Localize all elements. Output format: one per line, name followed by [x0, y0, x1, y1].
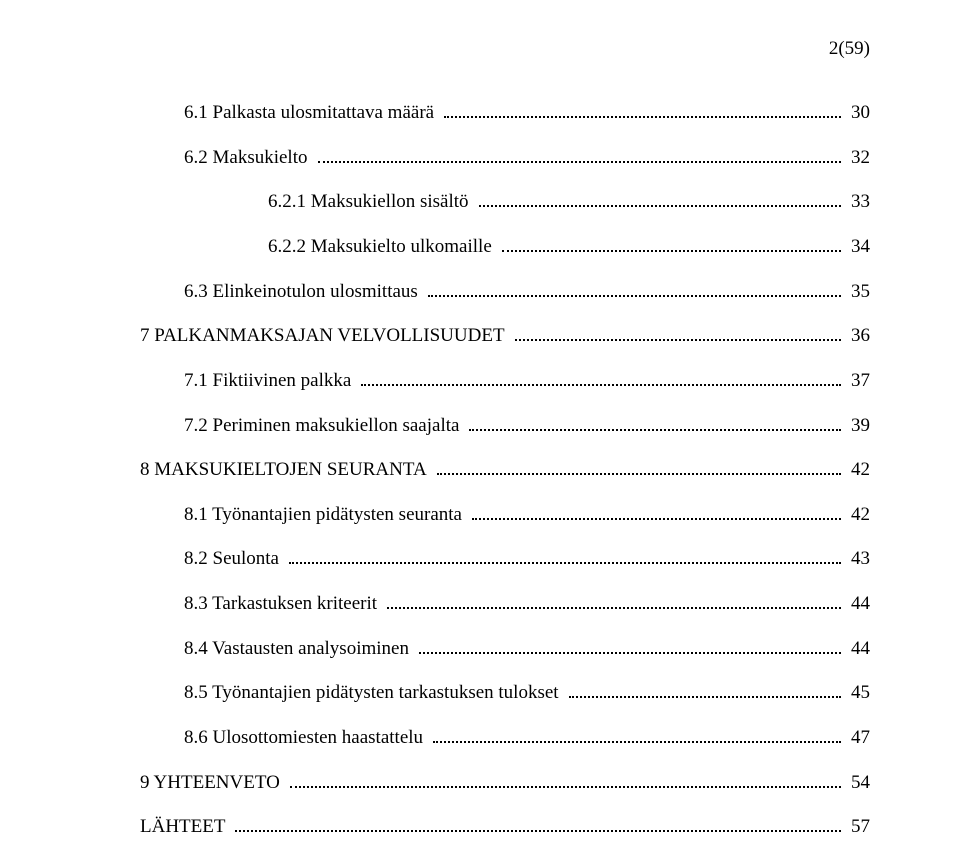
toc-leader: [318, 145, 842, 163]
toc-label: LÄHTEET: [140, 814, 231, 841]
table-of-contents: 6.1 Palkasta ulosmitattava määrä 30 6.2 Ma…: [140, 100, 870, 841]
toc-label: 6.2 Maksukielto: [184, 145, 314, 172]
toc-row: 7.2 Periminen maksukiellon saajalta 39: [140, 412, 870, 439]
toc-label: 8 MAKSUKIELTOJEN SEURANTA: [140, 457, 433, 484]
toc-leader: [387, 591, 841, 609]
toc-leader: [469, 412, 841, 430]
toc-row: 8.4 Vastausten analysoiminen 44: [140, 636, 870, 663]
toc-label: 9 YHTEENVETO: [140, 770, 286, 797]
toc-leader: [433, 725, 841, 743]
toc-page: 36: [845, 323, 870, 350]
toc-row: 6.1 Palkasta ulosmitattava määrä 30: [140, 100, 870, 127]
toc-page: 54: [845, 770, 870, 797]
toc-page: 43: [845, 546, 870, 573]
toc-leader: [419, 636, 841, 654]
toc-row: 8 MAKSUKIELTOJEN SEURANTA 42: [140, 457, 870, 484]
toc-leader: [290, 770, 841, 788]
toc-row: 6.2.1 Maksukiellon sisältö 33: [140, 189, 870, 216]
page-marker: 2(59): [829, 38, 870, 60]
toc-page: 39: [845, 413, 870, 440]
toc-leader: [569, 680, 841, 698]
toc-row: LÄHTEET 57: [140, 814, 870, 841]
toc-label: 6.1 Palkasta ulosmitattava määrä: [184, 100, 440, 127]
toc-label: 7.1 Fiktiivinen palkka: [184, 368, 357, 395]
toc-leader: [289, 546, 841, 564]
toc-label: 8.1 Työnantajien pidätysten seuranta: [184, 502, 468, 529]
toc-label: 6.3 Elinkeinotulon ulosmittaus: [184, 279, 424, 306]
toc-label: 6.2.1 Maksukiellon sisältö: [268, 189, 475, 216]
toc-leader: [515, 323, 841, 341]
toc-page: 37: [845, 368, 870, 395]
toc-page: 35: [845, 279, 870, 306]
toc-page: 33: [845, 189, 870, 216]
toc-page: 30: [845, 100, 870, 127]
toc-page: 34: [845, 234, 870, 261]
toc-row: 6.3 Elinkeinotulon ulosmittaus 35: [140, 279, 870, 306]
toc-leader: [502, 234, 841, 252]
toc-page: 44: [845, 636, 870, 663]
toc-row: 8.2 Seulonta 43: [140, 546, 870, 573]
toc-label: 8.3 Tarkastuksen kriteerit: [184, 591, 383, 618]
toc-row: 7 PALKANMAKSAJAN VELVOLLISUUDET 36: [140, 323, 870, 350]
toc-label: 8.6 Ulosottomiesten haastattelu: [184, 725, 429, 752]
toc-row: 8.6 Ulosottomiesten haastattelu 47: [140, 725, 870, 752]
toc-label: 6.2.2 Maksukielto ulkomaille: [268, 234, 498, 261]
toc-page: 57: [845, 814, 870, 841]
toc-row: 8.3 Tarkastuksen kriteerit 44: [140, 591, 870, 618]
toc-leader: [444, 100, 841, 118]
toc-label: 8.5 Työnantajien pidätysten tarkastuksen…: [184, 680, 565, 707]
toc-leader: [235, 814, 841, 832]
toc-label: 8.2 Seulonta: [184, 546, 285, 573]
toc-leader: [472, 502, 841, 520]
toc-page: 42: [845, 502, 870, 529]
toc-row: 8.1 Työnantajien pidätysten seuranta 42: [140, 502, 870, 529]
toc-page: 45: [845, 680, 870, 707]
toc-page: 44: [845, 591, 870, 618]
toc-row: 6.2 Maksukielto 32: [140, 145, 870, 172]
toc-row: 8.5 Työnantajien pidätysten tarkastuksen…: [140, 680, 870, 707]
toc-label: 7 PALKANMAKSAJAN VELVOLLISUUDET: [140, 323, 511, 350]
toc-page: 42: [845, 457, 870, 484]
toc-label: 7.2 Periminen maksukiellon saajalta: [184, 413, 465, 440]
toc-row: 9 YHTEENVETO 54: [140, 770, 870, 797]
toc-leader: [479, 189, 841, 207]
toc-leader: [428, 279, 841, 297]
toc-label: 8.4 Vastausten analysoiminen: [184, 636, 415, 663]
toc-row: 6.2.2 Maksukielto ulkomaille 34: [140, 234, 870, 261]
toc-row: 7.1 Fiktiivinen palkka 37: [140, 368, 870, 395]
toc-leader: [437, 457, 841, 475]
toc-page: 47: [845, 725, 870, 752]
toc-page: 32: [845, 145, 870, 172]
toc-leader: [361, 368, 841, 386]
